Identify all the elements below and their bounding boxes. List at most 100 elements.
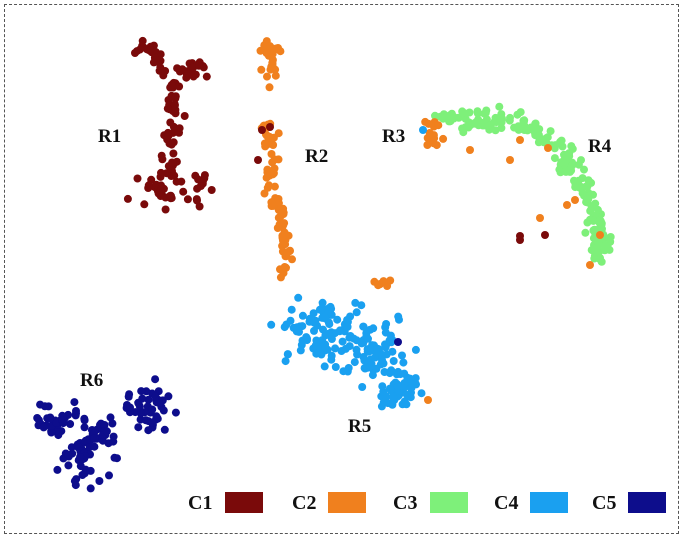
point-c3 bbox=[593, 205, 602, 214]
point-c5 bbox=[95, 477, 104, 485]
point-c2 bbox=[278, 231, 287, 240]
point-c4 bbox=[309, 309, 318, 318]
point-c4 bbox=[379, 398, 388, 407]
point-c3 bbox=[459, 108, 468, 117]
point-c2 bbox=[269, 169, 278, 178]
point-c5 bbox=[109, 432, 118, 441]
point-c1 bbox=[179, 187, 188, 196]
point-c5 bbox=[151, 375, 160, 384]
point-c5 bbox=[67, 443, 76, 452]
point-c5 bbox=[102, 427, 111, 436]
point-c2 bbox=[262, 49, 271, 58]
point-c3 bbox=[587, 246, 596, 255]
point-c1 bbox=[175, 128, 183, 137]
point-c4 bbox=[280, 323, 289, 332]
point-c4 bbox=[406, 374, 414, 383]
point-c2 bbox=[262, 140, 271, 149]
point-c4 bbox=[402, 390, 411, 399]
point-c5 bbox=[64, 461, 73, 470]
point-c3 bbox=[473, 109, 482, 118]
point-c4 bbox=[399, 358, 408, 367]
legend-label-c1: C1 bbox=[188, 492, 212, 514]
point-c1 bbox=[200, 174, 209, 183]
point-c4 bbox=[388, 347, 397, 356]
point-c2 bbox=[424, 396, 432, 404]
point-c3 bbox=[497, 124, 506, 132]
point-c1 bbox=[145, 46, 154, 55]
point-c5 bbox=[78, 471, 87, 479]
legend-swatch-c1 bbox=[225, 492, 263, 513]
point-c4 bbox=[320, 362, 329, 371]
point-c5 bbox=[90, 434, 99, 443]
legend-swatch-c2 bbox=[328, 492, 366, 513]
point-c5 bbox=[59, 419, 68, 428]
point-c1 bbox=[180, 112, 189, 120]
point-c5 bbox=[106, 413, 115, 422]
point-c3 bbox=[581, 228, 590, 237]
point-c1 bbox=[164, 131, 173, 140]
point-c5 bbox=[148, 418, 157, 427]
point-c1 bbox=[202, 72, 211, 81]
point-c4 bbox=[303, 336, 311, 345]
point-c1 bbox=[123, 194, 132, 203]
point-c4 bbox=[372, 364, 381, 373]
point-c5 bbox=[151, 392, 160, 401]
point-c4 bbox=[327, 335, 336, 343]
point-c2 bbox=[263, 72, 271, 81]
point-c5 bbox=[144, 426, 153, 435]
point-c1 bbox=[167, 140, 176, 149]
point-c5 bbox=[171, 408, 180, 417]
point-c1 bbox=[254, 156, 262, 164]
point-c5 bbox=[70, 398, 79, 407]
point-c1 bbox=[135, 45, 144, 54]
point-c3 bbox=[446, 111, 455, 119]
point-c5 bbox=[53, 465, 62, 474]
point-c1 bbox=[150, 53, 159, 62]
point-c4 bbox=[281, 357, 290, 366]
point-c4 bbox=[357, 301, 366, 310]
point-c1 bbox=[133, 174, 142, 183]
point-c2 bbox=[268, 158, 277, 167]
point-c4 bbox=[398, 351, 406, 360]
point-c5 bbox=[80, 423, 89, 432]
point-c2 bbox=[544, 144, 552, 152]
point-c3 bbox=[580, 165, 588, 174]
point-c2 bbox=[506, 156, 514, 164]
point-c2 bbox=[379, 277, 388, 286]
point-c4 bbox=[335, 327, 344, 336]
point-c1 bbox=[138, 36, 147, 45]
point-c3 bbox=[436, 112, 445, 121]
point-c1 bbox=[171, 94, 180, 103]
point-c2 bbox=[263, 183, 272, 192]
point-c1 bbox=[166, 191, 175, 200]
point-c4 bbox=[369, 324, 378, 333]
point-c3 bbox=[590, 225, 599, 234]
point-c5 bbox=[159, 406, 168, 415]
point-c2 bbox=[571, 196, 579, 204]
point-c4 bbox=[372, 349, 381, 358]
point-c5 bbox=[394, 338, 402, 346]
point-c5 bbox=[142, 416, 150, 425]
point-c4 bbox=[341, 344, 350, 353]
point-c1 bbox=[194, 61, 203, 70]
point-c5 bbox=[45, 414, 54, 423]
point-c4 bbox=[411, 345, 420, 354]
point-c3 bbox=[589, 216, 598, 225]
point-c5 bbox=[134, 423, 143, 432]
point-c5 bbox=[86, 484, 95, 493]
point-c3 bbox=[513, 110, 522, 119]
point-c3 bbox=[495, 102, 504, 111]
point-c2 bbox=[257, 65, 266, 74]
point-c3 bbox=[565, 166, 574, 174]
point-c3 bbox=[560, 150, 568, 159]
point-c2 bbox=[386, 276, 395, 285]
point-c5 bbox=[108, 419, 117, 428]
point-c4 bbox=[311, 341, 320, 350]
points-layer bbox=[33, 36, 615, 493]
point-c3 bbox=[486, 120, 495, 129]
region-label-r2: R2 bbox=[305, 146, 328, 167]
point-c2 bbox=[434, 121, 443, 130]
point-c3 bbox=[546, 127, 555, 136]
point-c4 bbox=[297, 340, 306, 349]
